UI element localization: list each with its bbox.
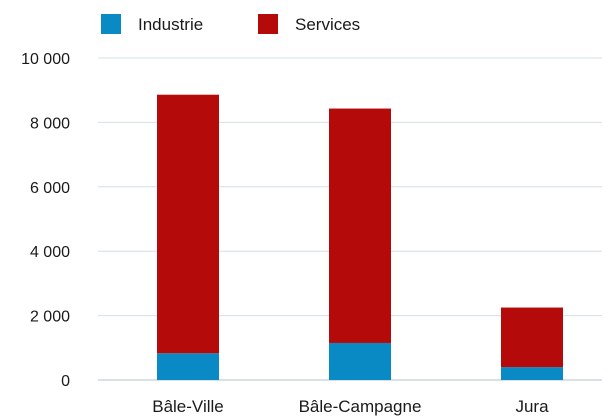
bar-services-0 xyxy=(157,94,219,354)
y-tick-label: 8 000 xyxy=(30,115,70,132)
y-tick-label: 10 000 xyxy=(21,51,70,68)
y-tick-label: 2 000 xyxy=(30,309,70,326)
x-axis-category-labels: Bâle-Ville Bâle-Campagne Jura xyxy=(152,397,549,416)
legend-label-industrie: Industrie xyxy=(138,15,203,34)
x-category-label: Bâle-Ville xyxy=(152,397,224,416)
legend-swatch-industrie xyxy=(101,14,121,34)
y-axis-tick-labels: 0 2 000 4 000 6 000 8 000 10 000 xyxy=(21,51,70,390)
bar-industrie-1 xyxy=(329,342,391,380)
bars xyxy=(157,94,563,380)
bar-services-1 xyxy=(329,108,391,343)
bar-industrie-2 xyxy=(501,367,563,380)
legend: Industrie Services xyxy=(101,14,360,34)
y-tick-label: 4 000 xyxy=(30,244,70,261)
legend-swatch-services xyxy=(258,14,278,34)
bar-services-2 xyxy=(501,307,563,368)
x-category-label: Bâle-Campagne xyxy=(299,397,422,416)
y-tick-label: 0 xyxy=(61,373,70,390)
y-tick-label: 6 000 xyxy=(30,180,70,197)
bar-industrie-0 xyxy=(157,353,219,380)
legend-label-services: Services xyxy=(295,15,360,34)
x-category-label: Jura xyxy=(515,397,549,416)
